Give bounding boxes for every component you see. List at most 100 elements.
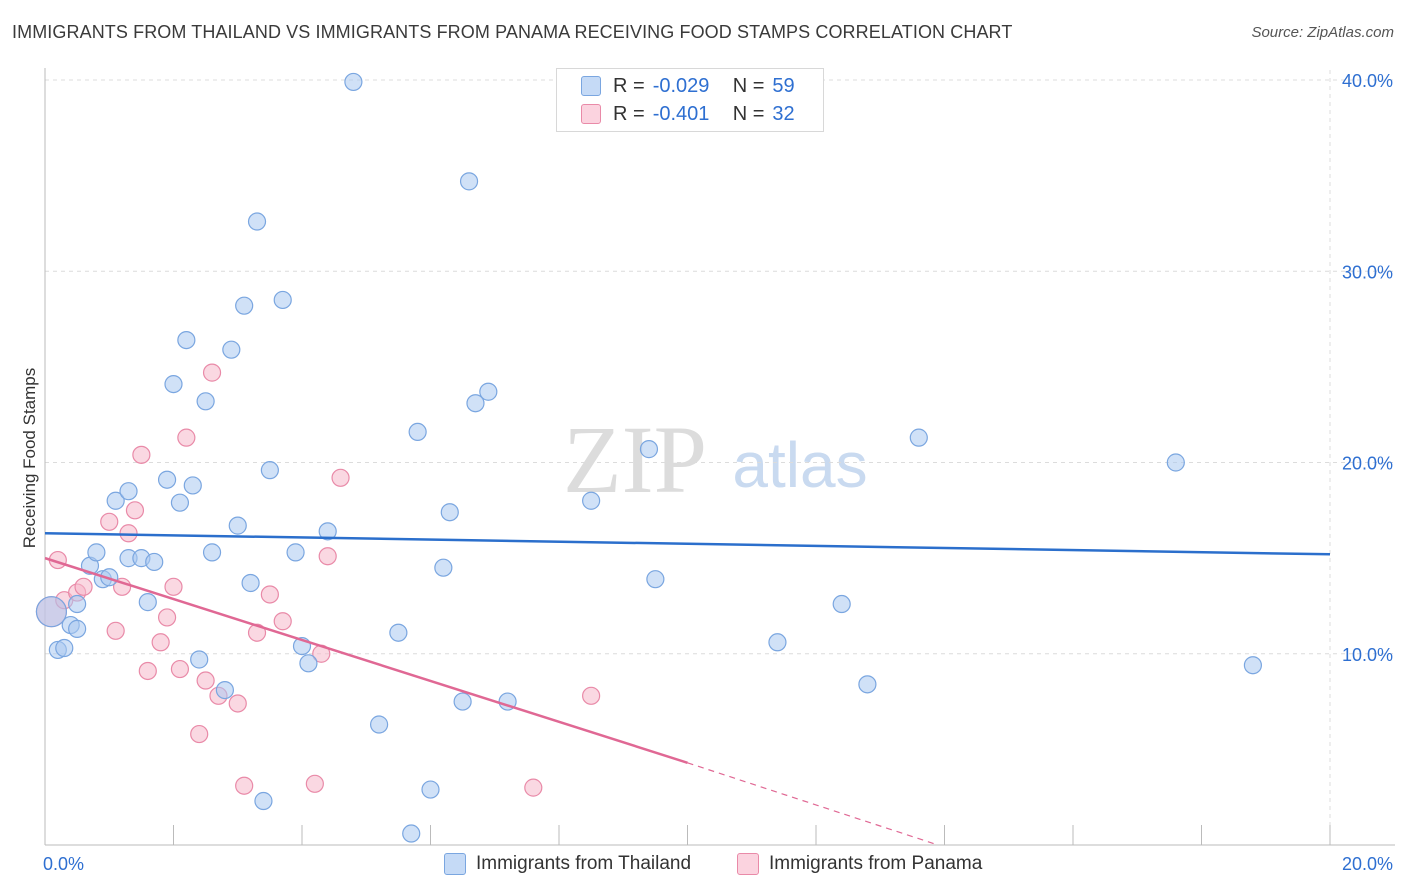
trend-line-thailand bbox=[44, 532, 1331, 556]
panama-point bbox=[331, 468, 350, 487]
legend-row-panama: R = -0.401 N = 32 bbox=[581, 102, 795, 126]
legend-swatch-panama bbox=[581, 104, 601, 124]
series-thailand-points bbox=[35, 72, 1263, 843]
stats-legend: R = -0.029 N = 59 R = -0.401 N = 32 bbox=[556, 68, 824, 132]
panama-point bbox=[119, 524, 138, 543]
panama-point bbox=[164, 577, 183, 596]
panama-point bbox=[305, 774, 324, 793]
panama-point bbox=[177, 428, 196, 447]
panama-point bbox=[582, 686, 601, 705]
thailand-point bbox=[402, 824, 421, 843]
watermark: ZIP atlas bbox=[563, 406, 868, 513]
legend-item-thailand: Immigrants from Thailand bbox=[444, 852, 691, 876]
thailand-point bbox=[106, 491, 125, 510]
legend-r-label: R = bbox=[613, 74, 645, 97]
thailand-point bbox=[299, 654, 318, 673]
trend-line-panama bbox=[44, 556, 688, 764]
thailand-point bbox=[768, 633, 787, 652]
thailand-point bbox=[434, 558, 453, 577]
panama-point bbox=[202, 363, 222, 382]
thailand-point bbox=[582, 491, 601, 510]
panama-point bbox=[190, 724, 209, 744]
thailand-point bbox=[119, 482, 138, 501]
legend-swatch-thailand bbox=[581, 76, 601, 96]
thailand-point bbox=[639, 440, 659, 459]
thailand-point bbox=[453, 692, 472, 711]
thailand-point bbox=[202, 543, 222, 562]
legend-n-value: 59 bbox=[772, 74, 795, 97]
thailand-point bbox=[222, 340, 241, 359]
legend-label-thailand: Immigrants from Thailand bbox=[476, 853, 692, 874]
thailand-point bbox=[286, 543, 305, 562]
thailand-point bbox=[370, 715, 389, 734]
x-tick-label: 0.0% bbox=[43, 854, 84, 874]
legend-r-value: -0.029 bbox=[652, 74, 710, 97]
panama-point bbox=[273, 612, 292, 631]
panama-point bbox=[247, 623, 267, 642]
thailand-point bbox=[235, 296, 254, 315]
thailand-point bbox=[318, 522, 337, 541]
thailand-point bbox=[145, 552, 164, 572]
legend-row-thailand: R = -0.029 N = 59 bbox=[581, 74, 795, 98]
legend-swatch-thailand bbox=[444, 853, 466, 875]
panama-point bbox=[151, 633, 170, 652]
grid-lines bbox=[45, 70, 1395, 845]
thailand-point bbox=[138, 593, 157, 612]
panama-point bbox=[196, 671, 215, 690]
thailand-point bbox=[273, 290, 292, 310]
legend-r-value: -0.401 bbox=[652, 102, 710, 125]
thailand-point bbox=[479, 382, 498, 401]
panama-point bbox=[106, 621, 125, 640]
panama-point bbox=[524, 778, 543, 797]
thailand-point bbox=[170, 493, 190, 512]
panama-point bbox=[157, 608, 177, 627]
thailand-point bbox=[68, 619, 87, 638]
legend-n-label: N = bbox=[732, 102, 765, 125]
thailand-point bbox=[100, 568, 119, 587]
thailand-point bbox=[35, 596, 68, 628]
thailand-point bbox=[440, 503, 459, 522]
legend-swatch-panama bbox=[737, 853, 759, 875]
series-panama-points bbox=[35, 363, 601, 797]
panama-point bbox=[228, 694, 247, 713]
trend-lines bbox=[44, 532, 1331, 846]
y-tick-label: 40.0% bbox=[1342, 71, 1393, 91]
y-tick-labels: 10.0% 20.0% 30.0% 40.0% bbox=[1342, 71, 1393, 665]
thailand-point bbox=[344, 72, 363, 92]
thailand-point bbox=[1243, 656, 1263, 675]
thailand-point bbox=[55, 638, 74, 658]
thailand-point bbox=[646, 570, 665, 589]
thailand-point bbox=[254, 791, 273, 811]
panama-point bbox=[260, 585, 279, 604]
thailand-point bbox=[164, 374, 183, 394]
legend-n-value: 32 bbox=[772, 102, 795, 125]
panama-point bbox=[318, 547, 337, 566]
y-tick-label: 20.0% bbox=[1342, 454, 1393, 474]
thailand-point bbox=[196, 392, 215, 411]
thailand-point bbox=[408, 422, 427, 441]
x-tick-labels: 0.0% 20.0% bbox=[43, 854, 1393, 874]
thailand-point bbox=[260, 461, 279, 480]
thailand-point bbox=[183, 476, 202, 495]
panama-point bbox=[138, 661, 157, 681]
thailand-point bbox=[87, 543, 106, 562]
y-tick-label: 30.0% bbox=[1342, 262, 1393, 282]
watermark-atlas: atlas bbox=[732, 429, 867, 501]
panama-point bbox=[74, 577, 93, 596]
panama-point bbox=[235, 776, 254, 795]
thailand-point bbox=[190, 650, 209, 669]
thailand-point bbox=[858, 675, 877, 694]
thailand-point bbox=[228, 516, 247, 535]
y-tick-label: 10.0% bbox=[1342, 645, 1393, 665]
thailand-point bbox=[1166, 453, 1185, 472]
thailand-point bbox=[241, 573, 260, 593]
thailand-point bbox=[68, 594, 87, 614]
legend-item-panama: Immigrants from Panama bbox=[737, 852, 982, 876]
thailand-point bbox=[177, 331, 196, 350]
thailand-point bbox=[421, 780, 440, 799]
panama-point bbox=[132, 445, 151, 464]
axes bbox=[44, 68, 1395, 846]
legend-r-label: R = bbox=[613, 102, 645, 125]
trend-line-panama-extension bbox=[687, 762, 939, 846]
